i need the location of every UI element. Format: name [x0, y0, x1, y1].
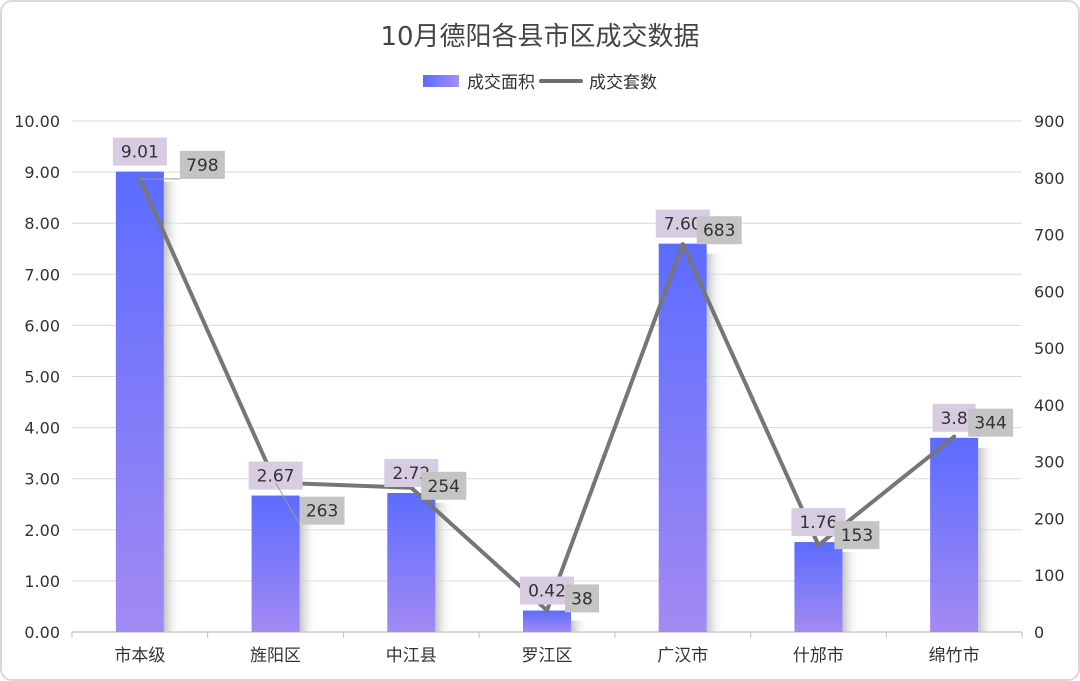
y-right-tick-label: 700 — [1034, 226, 1065, 245]
y-right-tick-label: 600 — [1034, 282, 1065, 301]
line-data-label: 798 — [186, 156, 218, 176]
bar — [930, 437, 979, 632]
bar — [251, 495, 300, 632]
legend-item-bar: 成交面积 — [423, 68, 535, 93]
y-left-tick-label: 9.00 — [24, 163, 60, 182]
bar-shadow — [299, 505, 318, 632]
line-label-box — [834, 521, 880, 550]
legend-swatch-bar — [423, 74, 459, 87]
x-tick-label: 绵竹市 — [929, 646, 980, 666]
y-right-tick-label: 300 — [1034, 453, 1065, 472]
y-right-tick-label: 400 — [1034, 396, 1065, 415]
y-left-tick-label: 7.00 — [24, 265, 60, 284]
bar-series — [115, 171, 997, 633]
y-left-tick-label: 1.00 — [24, 572, 60, 591]
y-left-tick-label: 6.00 — [24, 316, 60, 335]
line-point — [816, 543, 821, 548]
line-label-box — [179, 150, 225, 179]
line-data-label: 344 — [974, 414, 1006, 434]
y-left-tick-label: 2.00 — [24, 521, 60, 540]
y-left-tick-label: 5.00 — [24, 368, 60, 387]
line-point — [680, 242, 685, 247]
bar-shadow — [978, 447, 997, 632]
legend-label-bar: 成交面积 — [467, 73, 535, 93]
y-left-tick-label: 0.00 — [24, 623, 60, 642]
line-label-box — [565, 584, 599, 613]
x-tick-label: 什邡市 — [793, 646, 844, 666]
line-data-label: 153 — [841, 526, 873, 546]
line-data-label: 38 — [571, 589, 593, 609]
axes: 0.00 1.00 2.00 3.00 4.00 5.00 6.00 7.00 8.00 9.00… — [14, 112, 1064, 666]
line-label-box — [968, 408, 1014, 437]
legend-label-line: 成交套数 — [589, 73, 657, 93]
y-left-tick-label: 3.00 — [24, 470, 60, 489]
legend-swatch-line — [539, 78, 583, 83]
data-labels: 9.01 2.67 2.72 0.42 7.60 1.76 3.8 798 263 254 38 68… — [112, 137, 1014, 613]
bar-shadow — [571, 620, 589, 632]
y-left-tick-label: 8.00 — [24, 214, 60, 233]
x-tick-label: 广汉市 — [657, 646, 708, 666]
bar — [387, 493, 436, 632]
x-tick-label: 市本级 — [114, 646, 165, 666]
bar — [794, 542, 843, 632]
bar-shadow — [435, 503, 454, 632]
y-right-tick-label: 200 — [1034, 509, 1065, 528]
chart-legend: 成交面积 成交套数 — [0, 68, 1080, 93]
x-tick-label: 中江县 — [386, 646, 437, 666]
line-data-label: 254 — [428, 477, 460, 497]
bar-shadow — [706, 253, 725, 632]
y-right-tick-label: 500 — [1034, 339, 1065, 358]
bar — [523, 610, 571, 632]
bar-data-label: 3.8 — [941, 409, 968, 429]
line-point — [952, 434, 957, 439]
chart-title: 10月德阳各县市区成交数据 — [380, 22, 700, 52]
y-right-tick-label: 900 — [1034, 112, 1065, 131]
bar-data-label: 1.76 — [799, 513, 837, 533]
line-label-box — [696, 216, 742, 245]
y-right-tick-label: 800 — [1034, 169, 1065, 188]
x-tick-label: 罗江区 — [522, 646, 573, 666]
line-label-box — [421, 471, 467, 500]
grid-lines — [72, 120, 1022, 582]
legend-item-line: 成交套数 — [535, 68, 657, 93]
bar — [115, 171, 164, 633]
label-leader — [275, 482, 301, 525]
line-point — [545, 608, 549, 613]
y-right-tick-label: 100 — [1034, 566, 1065, 585]
bar-data-label: 0.42 — [528, 582, 566, 602]
bar-shadow — [842, 552, 861, 632]
bar-label-box — [248, 461, 303, 490]
bar-data-label: 9.01 — [121, 143, 159, 163]
bar-data-label: 2.67 — [257, 467, 295, 487]
x-tick-label: 旌阳区 — [250, 646, 301, 666]
bar-shadow — [163, 181, 182, 633]
y-left-tick-label: 4.00 — [24, 419, 60, 438]
y-right-tick-label: 0 — [1034, 623, 1044, 642]
bar-data-label: 2.72 — [392, 464, 430, 484]
line-data-label: 263 — [306, 502, 338, 522]
bar-label-box — [112, 137, 167, 166]
bar — [658, 243, 707, 632]
line-data-label: 683 — [703, 221, 735, 241]
y-left-tick-label: 10.00 — [14, 112, 60, 131]
line-label-box — [299, 496, 345, 525]
bar-data-label: 7.60 — [664, 215, 702, 235]
